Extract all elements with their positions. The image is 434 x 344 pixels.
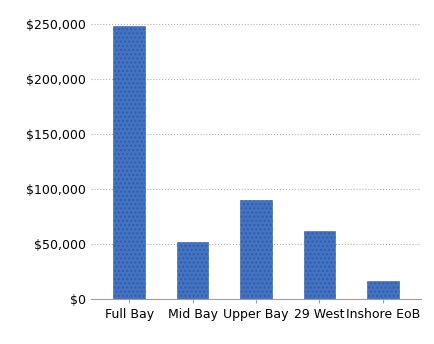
Bar [240,200,272,299]
Bar [367,281,399,299]
Bar [113,26,145,299]
Bar [304,231,335,299]
Bar [177,242,208,299]
